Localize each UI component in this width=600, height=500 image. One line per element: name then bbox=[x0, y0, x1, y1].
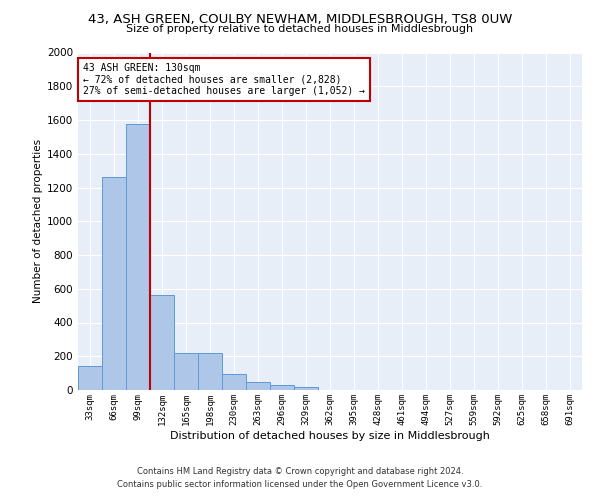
Bar bbox=[294, 387, 318, 390]
Bar bbox=[126, 124, 150, 390]
Bar bbox=[246, 382, 270, 390]
Bar bbox=[78, 366, 102, 390]
Bar bbox=[174, 353, 198, 390]
Text: Size of property relative to detached houses in Middlesbrough: Size of property relative to detached ho… bbox=[127, 24, 473, 34]
Bar bbox=[198, 353, 222, 390]
Y-axis label: Number of detached properties: Number of detached properties bbox=[33, 139, 43, 304]
Bar bbox=[270, 386, 294, 390]
Bar bbox=[150, 294, 174, 390]
Bar bbox=[102, 176, 126, 390]
Bar bbox=[222, 374, 246, 390]
Text: Contains HM Land Registry data © Crown copyright and database right 2024.
Contai: Contains HM Land Registry data © Crown c… bbox=[118, 468, 482, 489]
Text: 43 ASH GREEN: 130sqm
← 72% of detached houses are smaller (2,828)
27% of semi-de: 43 ASH GREEN: 130sqm ← 72% of detached h… bbox=[83, 62, 365, 96]
Text: 43, ASH GREEN, COULBY NEWHAM, MIDDLESBROUGH, TS8 0UW: 43, ASH GREEN, COULBY NEWHAM, MIDDLESBRO… bbox=[88, 12, 512, 26]
X-axis label: Distribution of detached houses by size in Middlesbrough: Distribution of detached houses by size … bbox=[170, 430, 490, 440]
